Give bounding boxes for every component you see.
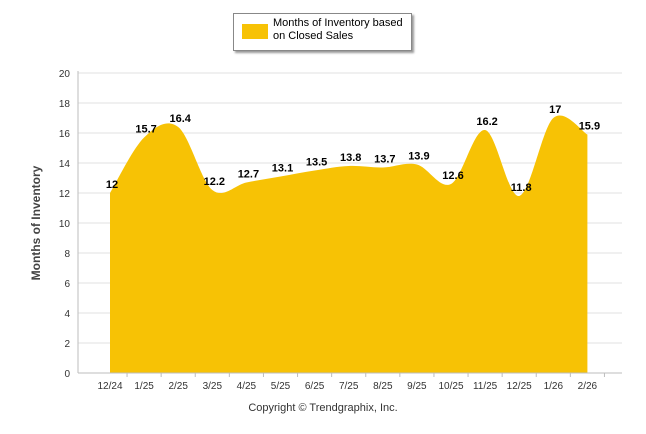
data-label: 13.5 xyxy=(306,157,327,169)
x-axis-ticks: 12/24 1/25 2/25 3/25 4/25 5/25 6/25 7/25 8/25 9/2… xyxy=(97,373,605,392)
data-label: 12 xyxy=(106,179,118,191)
data-label: 16.2 xyxy=(476,116,497,128)
y-tick-label: 14 xyxy=(59,159,71,170)
x-tick-label: 1/26 xyxy=(544,381,564,392)
x-tick-label: 12/24 xyxy=(97,381,122,392)
area-series xyxy=(110,115,588,373)
x-tick-label: 2/26 xyxy=(578,381,598,392)
x-tick-label: 7/25 xyxy=(339,381,359,392)
x-tick-label: 8/25 xyxy=(373,381,393,392)
data-label: 12.6 xyxy=(442,170,463,182)
data-label: 13.9 xyxy=(408,151,429,163)
y-tick-label: 8 xyxy=(64,249,70,260)
y-tick-label: 10 xyxy=(59,219,71,230)
x-tick-label: 12/25 xyxy=(507,381,532,392)
data-label: 16.4 xyxy=(169,113,191,125)
y-axis-title: Months of Inventory xyxy=(29,165,43,281)
y-axis-ticks: 0 2 4 6 8 10 12 14 16 18 20 xyxy=(59,69,71,380)
y-tick-label: 2 xyxy=(64,339,70,350)
copyright-footer: Copyright © Trendgraphix, Inc. xyxy=(248,402,398,414)
data-label: 12.7 xyxy=(238,169,259,181)
data-label: 13.8 xyxy=(340,152,361,164)
x-tick-label: 4/25 xyxy=(237,381,257,392)
data-label: 13.1 xyxy=(272,163,293,175)
y-tick-label: 4 xyxy=(64,309,70,320)
data-label: 13.7 xyxy=(374,154,395,166)
y-tick-label: 6 xyxy=(64,279,70,290)
data-label: 12.2 xyxy=(204,176,225,188)
legend[interactable]: Months of Inventory based on Closed Sale… xyxy=(233,13,412,51)
x-tick-label: 10/25 xyxy=(438,381,463,392)
data-label: 17 xyxy=(549,104,561,116)
y-tick-label: 12 xyxy=(59,189,71,200)
y-tick-label: 18 xyxy=(59,99,71,110)
y-tick-label: 16 xyxy=(59,129,71,140)
data-label: 15.9 xyxy=(579,121,600,133)
x-tick-label: 2/25 xyxy=(168,381,188,392)
area-fill xyxy=(110,115,588,373)
y-tick-label: 0 xyxy=(64,369,70,380)
axes xyxy=(77,71,622,374)
x-tick-label: 11/25 xyxy=(473,381,498,392)
data-label: 15.7 xyxy=(135,124,156,136)
x-tick-label: 3/25 xyxy=(203,381,223,392)
x-tick-label: 6/25 xyxy=(305,381,325,392)
y-tick-label: 20 xyxy=(59,69,71,80)
data-label: 11.8 xyxy=(511,182,532,194)
legend-swatch xyxy=(242,24,268,39)
x-tick-label: 1/25 xyxy=(134,381,154,392)
x-tick-label: 9/25 xyxy=(407,381,427,392)
x-tick-label: 5/25 xyxy=(271,381,291,392)
data-labels: 12 15.7 16.4 12.2 12.7 13.1 13.5 13.8 13.7 13.9 12… xyxy=(106,104,600,194)
legend-label: Months of Inventory based on Closed Sale… xyxy=(273,17,403,42)
